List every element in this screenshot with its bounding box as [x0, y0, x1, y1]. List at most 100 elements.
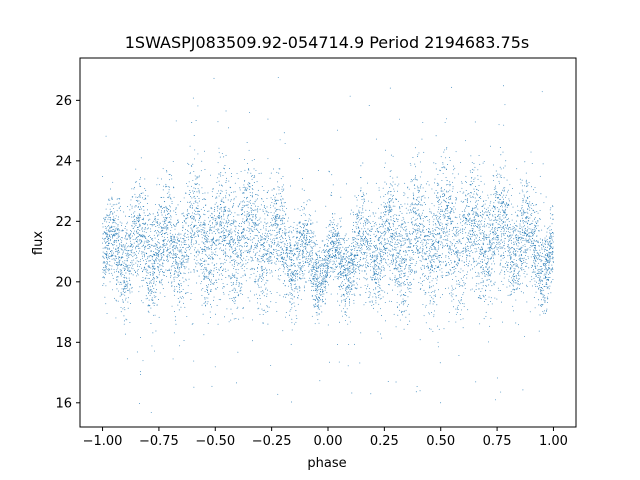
data-point — [286, 244, 288, 246]
data-point — [345, 288, 347, 290]
data-point — [279, 193, 281, 194]
data-point — [349, 255, 350, 257]
data-point — [281, 202, 283, 204]
data-point — [128, 250, 130, 251]
data-point — [269, 252, 271, 253]
data-point — [356, 284, 358, 286]
data-point — [367, 297, 369, 298]
data-point — [143, 199, 145, 201]
data-point — [200, 269, 202, 270]
data-point — [147, 292, 149, 294]
data-point — [303, 285, 305, 287]
data-point — [549, 261, 550, 263]
data-point — [130, 273, 132, 275]
data-point — [291, 307, 293, 309]
data-point — [155, 245, 157, 247]
data-point — [530, 245, 531, 247]
data-point — [350, 291, 351, 293]
data-point — [389, 171, 391, 173]
data-point — [170, 243, 172, 245]
data-point — [203, 275, 205, 277]
data-point — [164, 218, 166, 220]
data-point — [230, 308, 232, 310]
data-point — [501, 196, 503, 198]
data-point — [384, 238, 386, 240]
data-point — [444, 232, 446, 234]
data-point — [349, 273, 351, 275]
data-point — [321, 293, 323, 295]
data-point — [420, 198, 422, 200]
data-point — [124, 294, 126, 296]
data-point — [507, 189, 509, 191]
data-point — [118, 229, 120, 231]
data-point — [491, 303, 493, 305]
data-point — [155, 276, 157, 277]
data-point — [432, 265, 434, 267]
data-point — [357, 238, 359, 240]
data-point — [294, 253, 296, 255]
data-point — [252, 267, 254, 269]
data-point — [123, 211, 125, 213]
data-point — [171, 237, 173, 239]
data-point — [177, 234, 179, 236]
data-point — [506, 219, 508, 221]
data-point — [527, 208, 529, 210]
data-point — [149, 244, 151, 245]
data-point — [473, 233, 475, 235]
data-point — [346, 286, 348, 288]
data-point — [271, 217, 273, 219]
data-point — [129, 292, 131, 294]
data-point — [285, 213, 287, 215]
data-point — [449, 248, 451, 250]
data-point — [489, 202, 491, 204]
data-point — [452, 293, 454, 295]
data-point — [535, 225, 537, 226]
data-point — [149, 260, 151, 262]
data-point — [495, 219, 497, 221]
data-point — [274, 224, 276, 226]
data-point — [439, 219, 441, 221]
data-point — [235, 271, 237, 273]
data-point — [341, 257, 343, 259]
data-point — [396, 282, 398, 284]
data-point — [204, 224, 206, 226]
data-point — [402, 281, 404, 283]
data-point — [427, 265, 429, 267]
data-point — [473, 169, 475, 171]
data-point — [160, 246, 162, 248]
data-point — [450, 254, 452, 256]
data-point — [442, 244, 444, 246]
data-point — [201, 187, 203, 189]
data-point — [425, 240, 427, 241]
data-point — [114, 255, 116, 257]
data-point — [375, 245, 377, 247]
data-point — [259, 240, 261, 241]
data-point — [496, 239, 498, 241]
data-point — [377, 258, 378, 260]
data-point — [111, 265, 113, 267]
data-point — [125, 283, 127, 285]
data-point — [198, 184, 200, 186]
data-point — [500, 206, 502, 208]
data-point — [342, 284, 344, 286]
data-point — [507, 231, 509, 233]
data-point — [379, 247, 381, 249]
data-point — [279, 247, 281, 249]
data-point — [160, 255, 162, 257]
data-point — [174, 228, 176, 230]
data-point — [503, 266, 505, 268]
data-point — [308, 214, 310, 216]
data-point — [266, 295, 268, 297]
data-point — [487, 304, 489, 306]
data-point — [196, 250, 198, 252]
data-point — [316, 298, 318, 299]
data-point — [293, 260, 295, 261]
data-point — [274, 188, 276, 190]
data-point — [160, 212, 162, 214]
data-point — [182, 259, 184, 261]
data-point — [340, 226, 342, 228]
data-point — [377, 311, 379, 313]
data-point — [107, 234, 109, 236]
data-point — [224, 210, 226, 212]
data-point — [428, 277, 429, 279]
